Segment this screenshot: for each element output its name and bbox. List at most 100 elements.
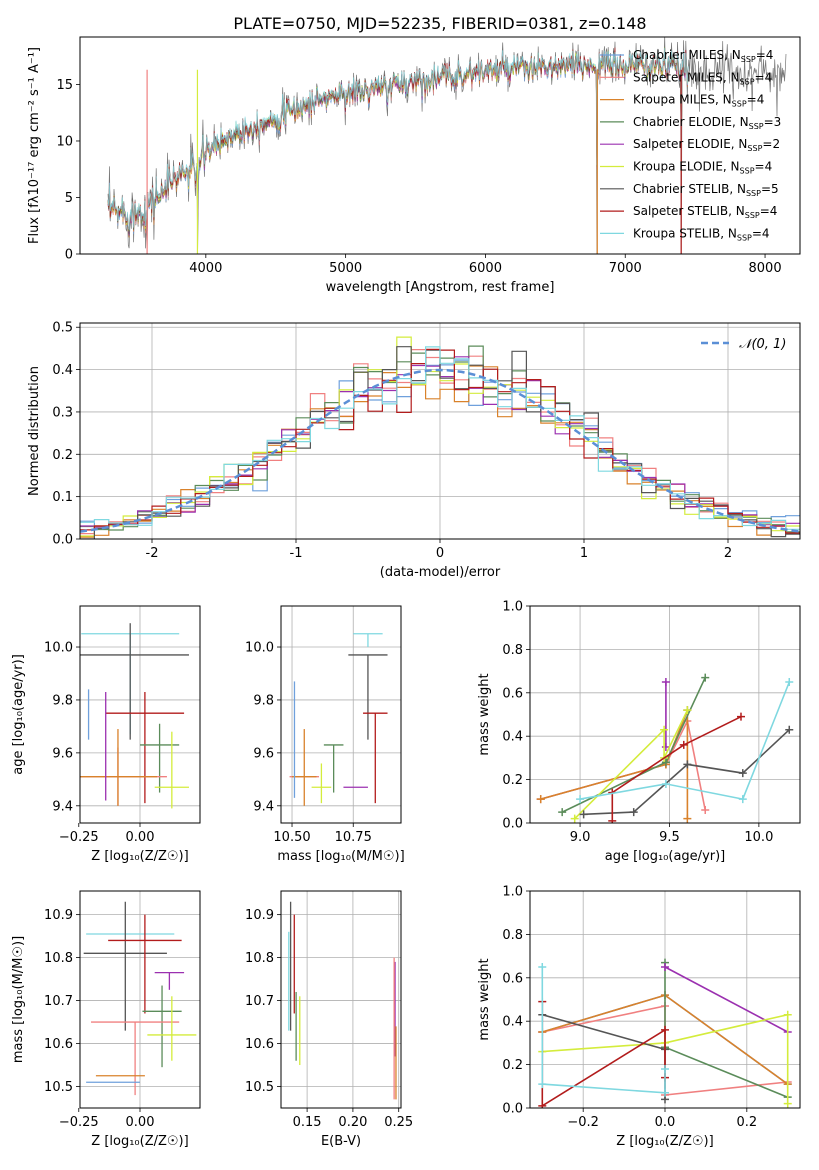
x-tick-label: 0.00 — [126, 1115, 155, 1130]
x-tick-label: 5000 — [329, 261, 362, 276]
x-tick-label: 2 — [724, 546, 732, 561]
weight-marker — [661, 779, 670, 788]
y-tick-label: 10.5 — [245, 1080, 274, 1095]
weight-marker — [683, 760, 692, 769]
y-axis-label: Flux [fλ10⁻¹⁷ erg cm⁻² s⁻¹ A⁻¹] — [27, 47, 42, 244]
y-tick-label: 10.0 — [44, 641, 73, 656]
figure-title: PLATE=0750, MJD=52235, FIBERID=0381, z=0… — [233, 14, 646, 33]
y-tick-label: 0.0 — [502, 817, 523, 832]
x-axis-label: E(B-V) — [321, 1134, 361, 1149]
y-tick-label: 10.9 — [44, 908, 73, 923]
axes-frame — [529, 605, 801, 824]
y-tick-label: 0.0 — [52, 533, 73, 548]
weight-marker — [701, 805, 710, 814]
weight-marker — [785, 677, 794, 686]
weight-marker — [536, 795, 545, 804]
weight-marker — [538, 1101, 547, 1108]
plot-area — [530, 891, 800, 1108]
histogram-step — [80, 365, 800, 538]
y-tick-label: 10 — [56, 134, 73, 149]
x-tick-label: 9.5 — [659, 830, 680, 845]
weight-marker — [660, 725, 669, 734]
legend-entry: Kroupa MILES, NSSP=4 — [633, 93, 764, 109]
legend-entry: Chabrier ELODIE, NSSP=3 — [633, 115, 781, 131]
y-tick-label: 10.0 — [245, 641, 274, 656]
legend-entry: Salpeter STELIB, NSSP=4 — [633, 204, 777, 220]
y-tick-label: 5 — [65, 191, 73, 206]
weight-marker — [738, 769, 747, 778]
y-tick-label: 9.6 — [52, 746, 73, 761]
plot-area — [281, 891, 401, 1108]
y-tick-label: 10.5 — [44, 1080, 73, 1095]
x-tick-label: −0.25 — [59, 1115, 99, 1130]
weight-marker — [679, 740, 688, 749]
x-axis-label: wavelength [Angstrom, rest frame] — [326, 280, 555, 295]
x-tick-label: −0.25 — [59, 830, 99, 845]
weight-marker — [570, 814, 579, 823]
legend-entry: Salpeter MILES, NSSP=4 — [633, 70, 772, 86]
weight-marker — [661, 1064, 669, 1073]
weight-marker — [683, 814, 692, 823]
x-tick-label: 9.0 — [570, 830, 591, 845]
y-tick-label: 9.8 — [253, 693, 274, 708]
weight-marker — [783, 1010, 792, 1019]
weight-marker — [738, 795, 747, 804]
x-tick-label: 1 — [580, 546, 588, 561]
weight-marker — [683, 706, 692, 715]
model-curve — [107, 48, 689, 231]
weight-marker — [701, 673, 710, 682]
legend-entry: Salpeter ELODIE, NSSP=2 — [633, 137, 780, 153]
weight-marker — [629, 808, 638, 817]
y-tick-label: 0.3 — [52, 405, 73, 420]
y-axis-label: Normed distribution — [27, 366, 42, 496]
weight-line — [611, 715, 742, 821]
plot-area — [80, 891, 200, 1108]
axes-frame — [79, 605, 201, 824]
y-tick-label: 10.7 — [245, 994, 274, 1009]
axes-frame — [79, 36, 801, 255]
x-tick-label: 10.75 — [335, 830, 372, 845]
legend-entry: Kroupa STELIB, NSSP=4 — [633, 226, 770, 242]
legend: Chabrier MILES, NSSP=4 Salpeter MILES, NS… — [600, 48, 781, 242]
chart-residuals: -2 -1 0 1 2 0.0 0.1 0.2 0.3 0.4 0.5 (data-model)/er… — [27, 321, 801, 580]
weight-line — [664, 966, 789, 1033]
weight-line — [574, 709, 689, 820]
weight-marker — [538, 962, 547, 971]
y-tick-label: 0.2 — [502, 773, 523, 788]
y-tick-label: 10.8 — [245, 951, 274, 966]
weight-line — [579, 681, 791, 801]
y-tick-label: 9.4 — [253, 799, 274, 814]
x-tick-label: 0 — [436, 546, 444, 561]
weight-marker — [785, 725, 794, 734]
y-tick-label: 0.1 — [52, 490, 73, 505]
y-tick-label: 10.6 — [44, 1037, 73, 1052]
weight-line — [542, 1013, 789, 1104]
y-tick-label: 0.6 — [502, 686, 523, 701]
y-axis-label: mass [log₁₀(M/M☉)] — [11, 936, 26, 1063]
y-tick-label: 0.2 — [52, 448, 73, 463]
y-tick-label: 0.0 — [502, 1102, 523, 1117]
x-tick-label: 0.25 — [384, 1115, 413, 1130]
legend-entry: Chabrier MILES, NSSP=4 — [633, 48, 773, 64]
y-tick-label: 0.6 — [502, 971, 523, 986]
y-tick-label: 0.4 — [52, 363, 73, 378]
weight-marker — [538, 1080, 547, 1089]
spectrum-data — [107, 37, 787, 254]
axes-frame — [280, 890, 402, 1109]
weight-marker — [661, 962, 669, 971]
x-tick-label: 8000 — [749, 261, 782, 276]
axes-frame — [529, 890, 801, 1109]
y-tick-label: 0.4 — [502, 730, 523, 745]
y-tick-label: 0.8 — [502, 928, 523, 943]
y-tick-label: 9.6 — [253, 746, 274, 761]
x-tick-label: 10.50 — [273, 830, 310, 845]
x-axis-label: age [log₁₀(age/yr)] — [605, 849, 726, 864]
weight-marker — [661, 1088, 669, 1097]
x-axis-label: (data-model)/error — [380, 565, 501, 580]
y-tick-label: 9.8 — [52, 693, 73, 708]
chart-mass_vs_Z: −0.25 0.00 10.5 10.6 10.7 10.8 10.9 Z [log₁₀(Z/… — [11, 890, 201, 1149]
plot-area — [80, 323, 800, 539]
normal-curve — [80, 368, 800, 533]
chart-weight_vs_age: 9.0 9.5 10.0 0.0 0.2 0.4 0.6 0.8 1.0 age [log₁₀(a… — [477, 600, 801, 864]
